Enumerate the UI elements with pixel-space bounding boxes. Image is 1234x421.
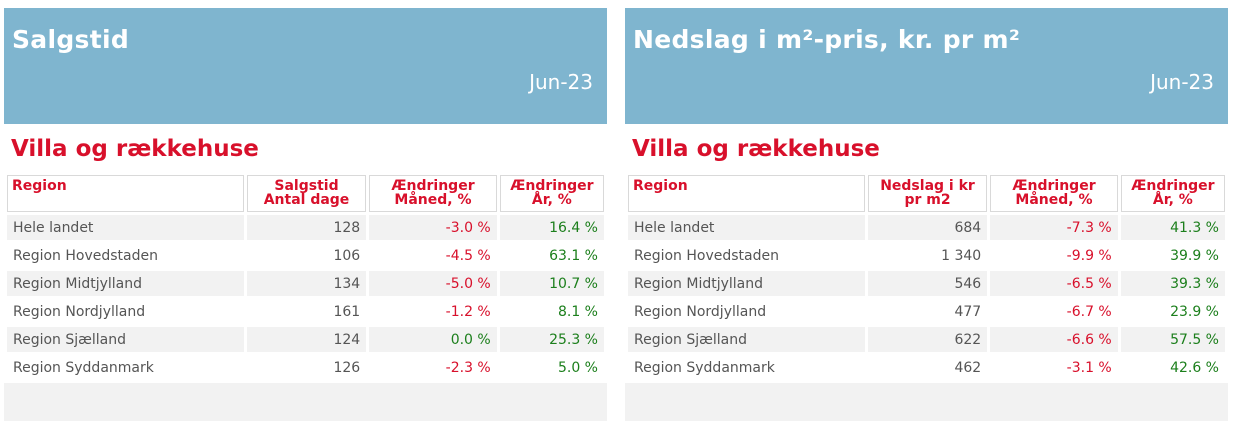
cell-year-change: 8.1 % — [499, 299, 604, 324]
cell-value: 622 — [867, 327, 988, 352]
table-row: Hele landet 128 -3.0 % 16.4 % — [7, 215, 604, 240]
cell-year-change: 63.1 % — [499, 243, 604, 268]
panel-header: Nedslag i m²-pris, kr. pr m² Jun-23 — [625, 8, 1228, 124]
table-row: Hele landet 684 -7.3 % 41.3 % — [628, 215, 1225, 240]
cell-month-change: -6.6 % — [990, 327, 1118, 352]
cell-region: Region Nordjylland — [7, 299, 244, 324]
cell-year-change: 5.0 % — [499, 355, 604, 380]
cell-value: 684 — [867, 215, 988, 240]
cell-year-change: 39.9 % — [1120, 243, 1225, 268]
table-body: Hele landet 684 -7.3 % 41.3 % Region Hovedst… — [628, 215, 1225, 380]
header-region: Region — [7, 175, 244, 212]
cell-month-change: -3.0 % — [369, 215, 497, 240]
panel-date: Jun-23 — [529, 70, 593, 94]
cell-region: Region Hovedstaden — [628, 243, 865, 268]
panel-gap — [607, 8, 625, 421]
cell-year-change: 16.4 % — [499, 215, 604, 240]
cell-year-change: 23.9 % — [1120, 299, 1225, 324]
table-row: Region Hovedstaden 106 -4.5 % 63.1 % — [7, 243, 604, 268]
cell-region: Region Syddanmark — [628, 355, 865, 380]
panel-subtitle: Villa og rækkehuse — [632, 136, 880, 162]
table-row: Region Syddanmark 126 -2.3 % 5.0 % — [7, 355, 604, 380]
subtitle-bar: Villa og rækkehuse — [4, 124, 607, 172]
panel-header: Salgstid Jun-23 — [4, 8, 607, 124]
cell-region: Region Hovedstaden — [7, 243, 244, 268]
cell-year-change: 39.3 % — [1120, 271, 1225, 296]
table-row: Region Hovedstaden 1 340 -9.9 % 39.9 % — [628, 243, 1225, 268]
table-row: Region Sjælland 622 -6.6 % 57.5 % — [628, 327, 1225, 352]
cell-year-change: 25.3 % — [499, 327, 604, 352]
cell-region: Region Sjælland — [7, 327, 244, 352]
cell-month-change: -5.0 % — [369, 271, 497, 296]
header-year-change: Ændringer År, % — [1120, 175, 1225, 212]
header-year-change: Ændringer År, % — [499, 175, 604, 212]
cell-month-change: -4.5 % — [369, 243, 497, 268]
cell-value: 161 — [246, 299, 367, 324]
table-header-row: Region Nedslag i kr pr m2 Ændringer Måne… — [628, 175, 1225, 212]
cell-region: Region Sjælland — [628, 327, 865, 352]
cell-year-change: 57.5 % — [1120, 327, 1225, 352]
header-month-change: Ændringer Måned, % — [369, 175, 497, 212]
cell-region: Region Midtjylland — [7, 271, 244, 296]
cell-month-change: -6.5 % — [990, 271, 1118, 296]
cell-year-change: 41.3 % — [1120, 215, 1225, 240]
header-month-change: Ændringer Måned, % — [990, 175, 1118, 212]
cell-value: 1 340 — [867, 243, 988, 268]
cell-value: 477 — [867, 299, 988, 324]
panel-date: Jun-23 — [1150, 70, 1214, 94]
panel-subtitle: Villa og rækkehuse — [11, 136, 259, 162]
cell-value: 462 — [867, 355, 988, 380]
cell-region: Hele landet — [7, 215, 244, 240]
subtitle-bar: Villa og rækkehuse — [625, 124, 1228, 172]
cell-month-change: -1.2 % — [369, 299, 497, 324]
table-row: Region Midtjylland 546 -6.5 % 39.3 % — [628, 271, 1225, 296]
table-row: Region Nordjylland 477 -6.7 % 23.9 % — [628, 299, 1225, 324]
table-body: Hele landet 128 -3.0 % 16.4 % Region Hovedst… — [7, 215, 604, 380]
nedslag-panel: Nedslag i m²-pris, kr. pr m² Jun-23 Vill… — [625, 8, 1228, 421]
cell-value: 126 — [246, 355, 367, 380]
cell-month-change: -9.9 % — [990, 243, 1118, 268]
cell-value: 546 — [867, 271, 988, 296]
cell-region: Region Nordjylland — [628, 299, 865, 324]
cell-value: 134 — [246, 271, 367, 296]
table-row: Region Sjælland 124 0.0 % 25.3 % — [7, 327, 604, 352]
cell-value: 106 — [246, 243, 367, 268]
nedslag-table: Region Nedslag i kr pr m2 Ændringer Måne… — [625, 172, 1228, 383]
cell-month-change: -6.7 % — [990, 299, 1118, 324]
salgstid-panel: Salgstid Jun-23 Villa og rækkehuse Regio… — [4, 8, 607, 421]
table-row: Region Syddanmark 462 -3.1 % 42.6 % — [628, 355, 1225, 380]
table-row: Region Midtjylland 134 -5.0 % 10.7 % — [7, 271, 604, 296]
cell-region: Region Midtjylland — [628, 271, 865, 296]
cell-month-change: 0.0 % — [369, 327, 497, 352]
cell-month-change: -2.3 % — [369, 355, 497, 380]
table-row: Region Nordjylland 161 -1.2 % 8.1 % — [7, 299, 604, 324]
panel-title: Salgstid — [12, 25, 130, 54]
cell-region: Hele landet — [628, 215, 865, 240]
cell-value: 124 — [246, 327, 367, 352]
salgstid-table: Region Salgstid Antal dage Ændringer Mån… — [4, 172, 607, 383]
header-region: Region — [628, 175, 865, 212]
cell-year-change: 42.6 % — [1120, 355, 1225, 380]
cell-year-change: 10.7 % — [499, 271, 604, 296]
cell-value: 128 — [246, 215, 367, 240]
cell-region: Region Syddanmark — [7, 355, 244, 380]
table-header-row: Region Salgstid Antal dage Ændringer Mån… — [7, 175, 604, 212]
panel-title: Nedslag i m²-pris, kr. pr m² — [633, 25, 1021, 54]
header-value: Salgstid Antal dage — [246, 175, 367, 212]
header-value: Nedslag i kr pr m2 — [867, 175, 988, 212]
cell-month-change: -3.1 % — [990, 355, 1118, 380]
cell-month-change: -7.3 % — [990, 215, 1118, 240]
